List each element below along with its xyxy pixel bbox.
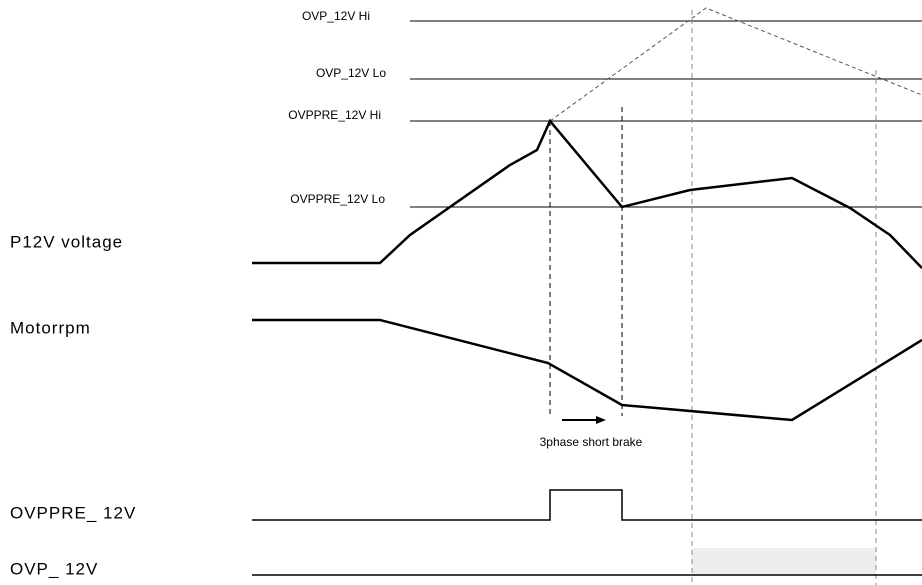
signal-label: Motorrpm [10,318,91,337]
voltage-trace [252,118,922,269]
threshold-label: OVP_12V Hi [302,9,370,23]
signal-label: OVP_ 12V [10,559,98,578]
time-markers [549,10,877,585]
ovp-active-shade [692,548,876,575]
ovppre-trace [252,489,922,521]
threshold-label: OVP_12V Lo [316,66,386,80]
signal-label: P12V voltage [10,232,123,251]
threshold-label: OVPPRE_12V Lo [290,192,385,206]
annotation: 3phase short brake [540,435,643,449]
projected-voltage [549,7,922,122]
rpm-trace [252,318,922,422]
threshold-label: OVPPRE_12V Hi [288,108,381,122]
arrow-head [596,416,606,424]
signal-label: OVPPRE_ 12V [10,503,136,522]
threshold-lines [410,20,922,208]
